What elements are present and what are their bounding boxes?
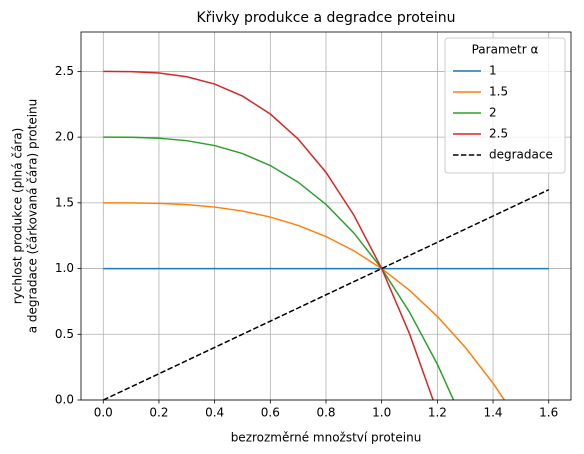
y-tick-label: 0.5 (55, 327, 74, 341)
y-tick-label: 2.0 (55, 130, 74, 144)
axes-frame (80, 31, 572, 401)
chart-title: Křivky produkce a degradce proteinu (196, 10, 455, 26)
y-tick-label: 1.5 (55, 195, 74, 209)
x-tick-label: 0.0 (94, 406, 113, 420)
y-axis-label: rychlost produkce (plná čára) (11, 128, 25, 305)
legend-label: degradace (489, 148, 553, 162)
series-line (102, 189, 550, 400)
x-tick-label: 0.8 (316, 406, 335, 420)
x-tick-label: 0.6 (261, 406, 280, 420)
legend-label: 1 (489, 64, 497, 78)
series-line (103, 70, 434, 400)
x-axis-label: bezrozměrné množství proteinu (231, 431, 422, 445)
legend-title: Parametr α (472, 43, 539, 57)
x-tick-label: 1.6 (539, 406, 558, 420)
series-line (103, 136, 455, 400)
plot-area (102, 70, 550, 400)
legend-label: 2.5 (489, 127, 508, 141)
x-tick-label: 1.4 (483, 406, 502, 420)
y-tick-label: 0.0 (55, 393, 74, 407)
x-tick-label: 1.0 (372, 406, 391, 420)
legend: Parametr α 1 1.5 2 2.5 degradace (444, 37, 566, 174)
x-tick-label: 0.4 (205, 406, 224, 420)
y-axis-label: a degradace (čárkovaná čára) proteinu (26, 99, 40, 334)
series-line (103, 202, 506, 400)
x-tick-label: 0.2 (149, 406, 168, 420)
y-tick-label: 1.0 (55, 261, 74, 275)
y-tick-label: 2.5 (55, 64, 74, 78)
legend-label: 1.5 (489, 85, 508, 99)
legend-label: 2 (489, 106, 497, 120)
x-tick-label: 1.2 (428, 406, 447, 420)
